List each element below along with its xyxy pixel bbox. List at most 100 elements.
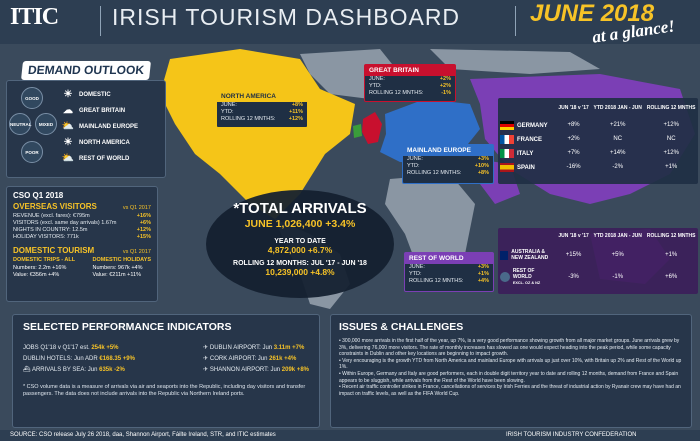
org-name: IRISH TOURISM INDUSTRY CONFEDERATION <box>506 432 637 438</box>
outlook-row: ☁ GREAT BRITAIN <box>61 103 161 119</box>
table-row: FRANCE +2% NC NC <box>498 132 698 146</box>
arrivals-title: *TOTAL ARRIVALS <box>233 200 367 217</box>
spi-left: JOBS Q1'18 v Q1'17 est. 254k +5% DUBLIN … <box>23 343 135 376</box>
cso-title: CSO Q1 2018 <box>13 191 64 200</box>
demand-outlook-panel: GOOD NEUTRAL MIXED POOR ☀ DOMESTIC ☁ GREAT… <box>6 80 166 178</box>
spi-item: ✈ CORK AIRPORT: Jun 261k +4% <box>203 356 297 362</box>
demand-outlook-title: DEMAND OUTLOOK <box>21 61 151 80</box>
cso-row: HOLIDAY VISITORS: 771k +15% <box>13 234 151 240</box>
europe-table-panel: JUN '18 v '17 YTD 2018 JAN - JUN ROLLING… <box>498 98 698 184</box>
plane-icon: ✈ <box>203 367 209 373</box>
gauge-mixed-icon: MIXED <box>35 113 57 135</box>
col-header: YTD 2018 JAN - JUN <box>593 233 642 239</box>
domestic-vs: vs Q1 2017 <box>122 249 151 255</box>
region-name: GREAT BRITAIN <box>365 65 455 76</box>
sun-cloud-icon: ⛅ <box>61 153 75 164</box>
col-header: YTD 2018 JAN - JUN <box>593 105 642 111</box>
domestic-trips: DOMESTIC TRIPS - ALL Numbers: 2.2m +16% … <box>13 257 76 278</box>
great-britain-box: GREAT BRITAIN JUNE: +2% YTD: +2% ROLLING 1… <box>364 64 456 102</box>
ship-icon: ⛴ <box>23 367 31 373</box>
outlook-label: GREAT BRITAIN <box>79 108 126 114</box>
cso-row: VISITORS (excl. same day arrivals) 1.67m… <box>13 220 151 226</box>
spi-panel: SELECTED PERFORMANCE INDICATORS JOBS Q1'… <box>12 314 320 428</box>
map-great-britain <box>362 112 382 144</box>
spi-item: ⛴ ARRIVALS BY SEA: Jun 635k -2% <box>23 367 125 373</box>
plane-icon: ✈ <box>203 345 209 351</box>
col-header: ROLLING 12 MNTHS <box>646 105 696 111</box>
dashboard-title: IRISH TOURISM DASHBOARD <box>112 4 461 30</box>
divider <box>515 6 516 36</box>
spi-item: JOBS Q1'18 v Q1'17 est. 254k +5% <box>23 345 119 351</box>
gauge-neutral-icon: NEUTRAL <box>9 113 32 135</box>
issue-bullet: • Recent air traffic controller strikes … <box>339 384 681 397</box>
spi-item: ✈ DUBLIN AIRPORT: Jun 3.11m +7% <box>203 345 305 351</box>
outlook-label: DOMESTIC <box>79 92 111 98</box>
map-ireland <box>353 124 362 138</box>
germany-flag-icon <box>500 120 514 130</box>
rolling-value: 10,239,000 +4.8% <box>265 267 335 277</box>
mainland-europe-box: MAINLAND EUROPE JUNE: +3% YTD: +10% ROLLIN… <box>402 144 494 184</box>
spi-footnote: * CSO volume data is a measure of arriva… <box>23 384 306 397</box>
issues-title: ISSUES & CHALLENGES <box>339 321 464 333</box>
ytd-label: YEAR TO DATE <box>274 238 326 245</box>
map-arctic <box>430 49 600 74</box>
arrivals-june: JUNE 1,026,400 +3.4% <box>244 218 356 230</box>
overseas-vs: vs Q1 2017 <box>122 205 151 211</box>
outlook-list: ☀ DOMESTIC ☁ GREAT BRITAIN ⛅ MAINLAND EUROP… <box>61 87 161 167</box>
region-name: MAINLAND EUROPE <box>403 145 493 156</box>
australia-flag-icon <box>500 250 509 260</box>
ytd-value: 4,872,000 +6.7% <box>267 245 333 255</box>
outlook-label: REST OF WORLD <box>79 156 130 162</box>
col-header: JUN '18 v '17 <box>558 233 589 239</box>
france-flag-icon <box>500 134 514 144</box>
table-row: REST OF WORLD EXCL. OZ & NZ -3% -1% +6% <box>498 266 698 288</box>
table-row: GERMANY +8% +21% +12% <box>498 118 698 132</box>
north-america-box: NORTH AMERICA JUNE: +8% YTD: +11% ROLLING … <box>216 90 308 128</box>
cso-panel: CSO Q1 2018 OVERSEAS VISITORS vs Q1 2017… <box>6 186 158 302</box>
overseas-title: OVERSEAS VISITORS <box>13 202 97 211</box>
col-header: JUN '18 v '17 <box>558 105 589 111</box>
spi-right: ✈ DUBLIN AIRPORT: Jun 3.11m +7% ✈ CORK A… <box>203 343 309 376</box>
header-bar <box>0 0 700 44</box>
footer: SOURCE: CSO release July 26 2018, daa, S… <box>0 430 700 441</box>
spain-flag-icon <box>500 162 514 172</box>
outlook-row: ☀ DOMESTIC <box>61 87 161 103</box>
source-text: SOURCE: CSO release July 26 2018, daa, S… <box>10 432 276 438</box>
gauge-poor-icon: POOR <box>21 141 43 163</box>
spi-title: SELECTED PERFORMANCE INDICATORS <box>23 321 232 333</box>
region-name: NORTH AMERICA <box>217 91 307 102</box>
outlook-row: ☀ NORTH AMERICA <box>61 135 161 151</box>
outlook-label: MAINLAND EUROPE <box>79 124 139 130</box>
issue-bullet: • 300,000 more arrivals in the first hal… <box>339 338 680 358</box>
issue-bullet: • Very encouraging is the growth YTD fro… <box>339 357 682 371</box>
table-row: ITALY +7% +14% +12% <box>498 146 698 160</box>
issues-panel: ISSUES & CHALLENGES • 300,000 more arriv… <box>330 314 692 428</box>
spi-item: DUBLIN HOTELS: Jun ADR €168.35 +9% <box>23 356 135 362</box>
rest-of-world-box: REST OF WORLD JUNE: +3% YTD: +1% ROLLING 1… <box>404 252 494 292</box>
sun-icon: ☀ <box>63 89 73 100</box>
month-title: JUNE 2018 <box>530 0 655 27</box>
cso-row: NIGHTS IN COUNTRY: 12.5m +12% <box>13 227 151 233</box>
divider <box>100 6 101 36</box>
outlook-row: ⛅ MAINLAND EUROPE <box>61 119 161 135</box>
sun-cloud-icon: ⛅ <box>61 121 75 132</box>
cso-row: REVENUE (excl. fares): €795m +16% <box>13 213 151 219</box>
cloud-icon: ☁ <box>63 105 73 116</box>
italy-flag-icon <box>500 148 514 158</box>
outlook-label: NORTH AMERICA <box>79 140 130 146</box>
total-arrivals-panel: *TOTAL ARRIVALS JUNE 1,026,400 +3.4% YEA… <box>206 190 394 298</box>
plane-icon: ✈ <box>203 356 209 362</box>
domestic-holidays: DOMESTIC HOLIDAYS Numbers: 967k +4% Valu… <box>92 257 151 278</box>
region-name: REST OF WORLD <box>405 253 493 264</box>
gauge-good-icon: GOOD <box>21 87 43 109</box>
globe-icon <box>500 272 510 282</box>
spi-item: ✈ SHANNON AIRPORT: Jun 209k +8% <box>203 367 309 373</box>
outlook-row: ⛅ REST OF WORLD <box>61 151 161 167</box>
col-header: ROLLING 12 MNTHS <box>646 233 696 239</box>
row-table-panel: JUN '18 v '17 YTD 2018 JAN - JUN ROLLING… <box>498 228 698 294</box>
itic-logo: ITIC <box>10 4 59 30</box>
rolling-label: ROLLING 12 MONTHS: JUL '17 - JUN '18 <box>233 260 367 267</box>
table-row: SPAIN -16% -2% +1% <box>498 160 698 174</box>
domestic-title: DOMESTIC TOURISM <box>13 246 95 255</box>
table-row: AUSTRALIA & NEW ZEALAND +15% +5% +1% <box>498 244 698 266</box>
